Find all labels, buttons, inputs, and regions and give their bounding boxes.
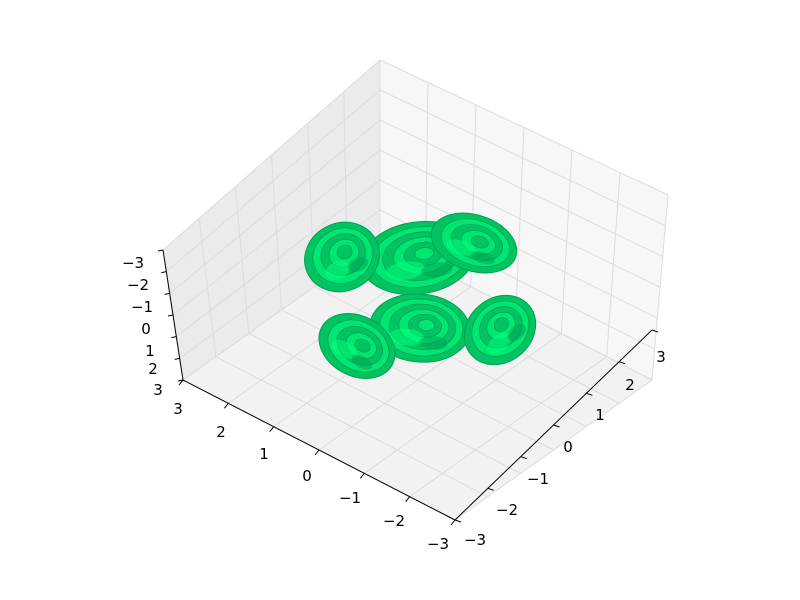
surface-ring: [470, 235, 489, 249]
surface-highlight: [385, 261, 426, 281]
z-tick-label: 2: [148, 360, 158, 378]
surface-blobs: [304, 212, 537, 379]
z-axis: −3 −2 −1 0 1 2 3: [122, 254, 163, 399]
y-tick-mark: [619, 361, 626, 365]
x-tick-mark: [314, 449, 320, 456]
y-tick-mark: [454, 519, 462, 523]
surface-shadow: [351, 354, 373, 370]
y-tick-label: −3: [464, 531, 486, 549]
axis-lines: [157, 249, 659, 526]
top-left-blob: [304, 221, 380, 293]
top-right-blob: [430, 212, 518, 274]
surface-ring: [493, 317, 509, 332]
floor-grid-line: [454, 379, 653, 521]
x-tick-mark: [223, 403, 229, 409]
x-tick-label: 2: [216, 423, 226, 441]
z-tick-label: 1: [145, 342, 155, 360]
y-tick-label: −1: [527, 470, 549, 488]
y-axis: −3 −2 −1 0 1 2 3: [464, 348, 666, 549]
y-tick-mark: [586, 392, 593, 396]
z-tick-mark: [171, 336, 177, 339]
x-axis: 3 2 1 0 −1 −2 −3: [173, 400, 449, 553]
surface-ring: [336, 244, 353, 260]
y-tick-mark: [487, 487, 494, 491]
right-wall-pane: [380, 60, 668, 380]
y-tick-label: 0: [563, 438, 573, 456]
z-tick-label: 3: [153, 381, 163, 399]
z-tick-mark: [161, 271, 167, 274]
surface-shadow: [507, 324, 527, 341]
surface-ring: [354, 338, 371, 353]
lower-center-blob: [369, 293, 471, 363]
z-tick-label: −2: [127, 276, 149, 294]
x-tick-label: 1: [259, 445, 269, 463]
surface-highlight: [331, 339, 357, 359]
surface-shadow: [421, 262, 453, 278]
surface-shadow: [471, 251, 495, 265]
left-wall-pane: [163, 60, 380, 380]
right-wall-grid-line: [651, 194, 669, 381]
z-tick-mark: [174, 357, 180, 360]
surface-shadow: [348, 256, 369, 273]
surface-highlight: [325, 260, 351, 280]
surface-shadow: [419, 335, 448, 350]
z-tick-label: −1: [131, 298, 153, 316]
x-tick-mark: [359, 473, 365, 479]
lower-left-blob: [318, 313, 396, 379]
x-tick-mark: [405, 496, 411, 502]
surface-highlight: [446, 239, 476, 256]
x-tick-mark: [450, 519, 456, 526]
y-tick-label: 2: [625, 376, 635, 394]
z-tick-label: 0: [141, 320, 151, 338]
y-tick-mark: [520, 456, 527, 460]
x-tick-label: 0: [302, 467, 312, 485]
z-tick-mark: [167, 314, 174, 317]
x-tick-label: 3: [173, 400, 183, 418]
y-tick-mark: [651, 329, 659, 333]
y-tick-mark: [553, 424, 560, 428]
y-tick-label: 1: [595, 406, 605, 424]
surface-highlight: [487, 332, 511, 354]
x-tick-mark: [178, 379, 184, 386]
lower-right-blob: [463, 294, 537, 366]
surface-ring: [417, 319, 435, 332]
surface-ring: [414, 246, 435, 260]
x-tick-mark: [269, 426, 275, 432]
z-tick-mark: [164, 292, 170, 295]
y-tick-label: −2: [496, 501, 518, 519]
z-tick-label: −3: [122, 254, 144, 272]
y-tick-label: 3: [656, 348, 666, 366]
x-tick-label: −1: [339, 489, 361, 507]
z-tick-mark: [157, 249, 164, 252]
z-tick-mark: [177, 379, 184, 382]
x-tick-label: −2: [383, 512, 405, 530]
x-tick-label: −3: [427, 535, 449, 553]
surface-highlight: [389, 328, 425, 346]
